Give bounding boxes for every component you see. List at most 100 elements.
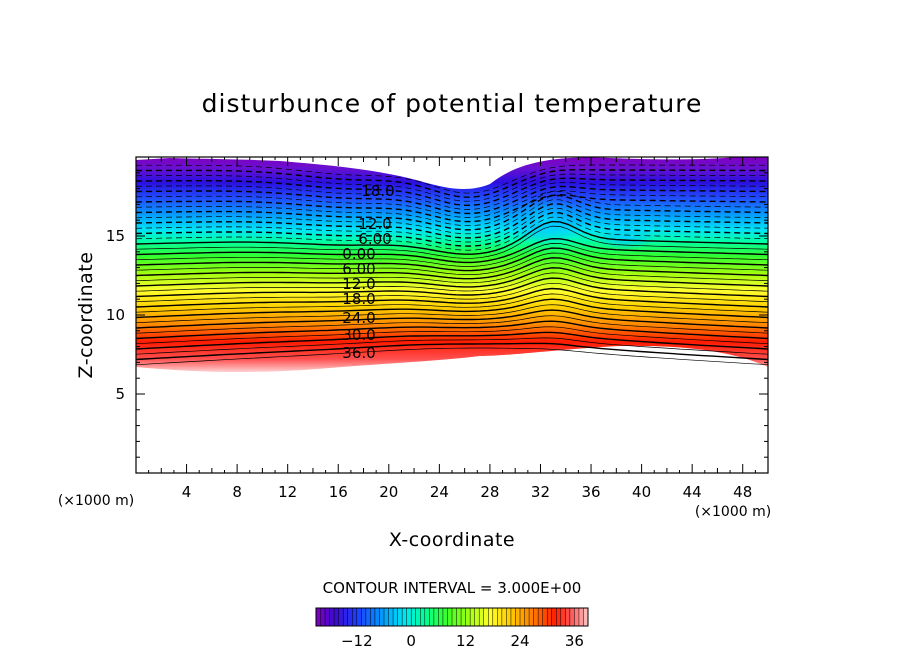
y-axis-label: Z-coordinate [75,252,97,379]
colorbar-swatch [497,608,503,626]
colorbar-swatch [447,608,453,626]
colorbar-swatch [510,608,516,626]
contour-line [136,337,768,355]
colorbar-swatch [506,608,512,626]
contour-label: 12.0 [358,215,391,233]
contour-lines [136,164,768,366]
contour-line [136,207,768,243]
colorbar-swatch [492,608,498,626]
y-axis-ticks [136,172,768,458]
colorbar [315,608,589,626]
x-tick-label: 20 [379,483,398,501]
colorbar-swatch [547,608,553,626]
colorbar-swatch [488,608,494,626]
x-tick-labels: 4 8 12 16 20 24 28 32 36 40 44 48 [182,483,752,501]
contour-line [136,194,768,223]
colorbar-swatch [433,608,439,626]
x-axis-ticks [148,157,756,473]
colorbar-swatch [483,608,489,626]
colorbar-swatch [524,608,530,626]
contour-line [136,315,768,334]
contour-label: 24.0 [342,309,375,327]
contour-line [136,203,768,239]
contour-line [136,257,768,280]
contour-line [136,331,768,350]
colorbar-swatch [397,608,403,626]
x-tick-label: 32 [531,483,550,501]
contour-line [136,342,768,361]
contour-line [136,277,768,298]
colorbar-swatch [379,608,385,626]
x-axis-label: X-coordinate [389,529,515,551]
contour-line [136,293,768,313]
plot-area [136,157,768,373]
colorbar-swatch [356,608,362,626]
colorbar-tick-label: 0 [406,632,416,650]
colorbar-swatch [578,608,584,626]
x-tick-label: 40 [632,483,651,501]
colorbar-swatch [384,608,389,626]
contour-labels: 18.0 12.0 6.00 0.00 6.00 12.0 18.0 24.0 … [342,182,394,362]
colorbar-swatch [529,608,534,626]
contour-line [136,304,768,324]
colorbar-swatch [406,608,412,626]
contour-line [136,287,768,308]
colorbar-swatch [388,608,394,626]
x-tick-label: 28 [480,483,499,501]
colorbar-swatch [316,608,321,626]
colorbar-swatch [420,608,426,626]
contour-label: 6.00 [358,230,391,248]
contour-line [136,309,768,329]
colorbar-swatch [533,608,539,626]
colorbar-swatch [343,608,349,626]
colorbar-tick-labels: −12 0 12 24 36 [341,632,584,650]
colorbar-swatch [501,608,507,626]
colorbar-swatch [411,608,417,626]
contour-line [136,282,768,303]
contour-line [136,298,768,319]
contour-interval-text: CONTOUR INTERVAL = 3.000E+00 [323,579,582,597]
contour-line [136,199,768,235]
colorbar-swatch [538,608,544,626]
contour-line [136,194,768,231]
colorbar-tick-label: −12 [341,632,373,650]
z-unit-label: (×1000 m) [58,493,134,509]
x-tick-label: 44 [683,483,702,501]
colorbar-swatch [452,608,457,626]
contour-line [136,190,768,227]
colorbar-swatch [352,608,358,626]
colorbar-swatch [424,608,430,626]
contour-line [136,211,768,247]
contour-line [136,190,768,218]
contour-label: 36.0 [342,344,375,362]
x-tick-label: 48 [733,483,752,501]
contour-label: 18.0 [361,182,394,200]
colorbar-swatch [515,608,521,626]
contour-label: 18.0 [342,290,375,308]
chart-title: disturbunce of potential temperature [202,89,703,118]
x-tick-label: 8 [232,483,242,501]
colorbar-swatch [583,608,589,626]
contour-label: 6.00 [342,260,375,278]
colorbar-swatch [560,608,566,626]
y-tick-label: 10 [106,306,125,324]
colorbar-swatch [438,608,444,626]
y-tick-label: 5 [115,385,125,403]
colorbar-swatch [365,608,371,626]
colorbar-swatch [556,608,562,626]
contour-label: 30.0 [342,326,375,344]
y-tick-label: 15 [106,227,125,245]
contour-line [136,252,768,275]
contour-line [136,237,768,264]
contour-line [136,164,768,194]
contour-label: 0.00 [342,245,375,263]
colorbar-swatch [334,608,340,626]
colorbar-swatch [456,608,462,626]
colorbar-tick-label: 12 [456,632,475,650]
contour-line [136,247,768,272]
colorbar-swatch [542,608,548,626]
contour-line [136,216,768,251]
colorbar-swatch [320,608,326,626]
colorbar-tick-label: 24 [510,632,529,650]
contour-line [136,243,768,267]
